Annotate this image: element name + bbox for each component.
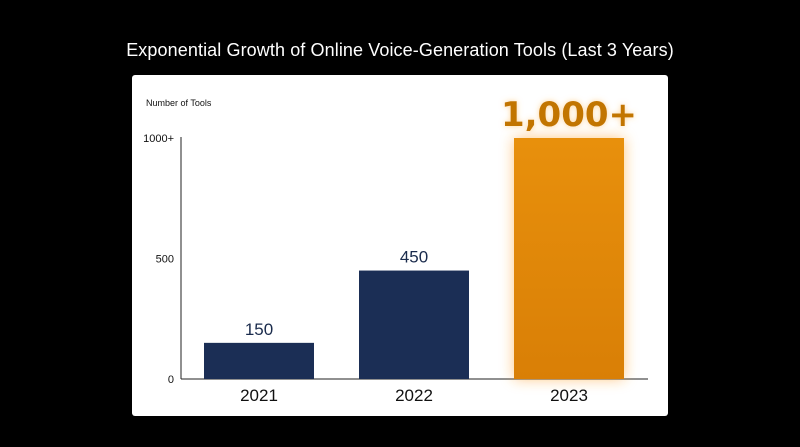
x-tick-labels: 2021 2022 2023 [240,386,588,405]
y-axis-label: Number of Tools [146,98,212,108]
y-tick-label: 1000+ [143,133,174,145]
x-tick-label: 2021 [240,386,278,405]
y-ticks: 0 500 1000+ [143,133,174,386]
bar-2022 [359,270,469,379]
data-labels: 150 450 1,000+ [245,95,637,339]
x-tick-label: 2022 [395,386,433,405]
data-label: 450 [400,248,428,267]
data-label: 150 [245,320,273,339]
chart-title: Exponential Growth of Online Voice-Gener… [126,40,674,60]
bar-2021 [204,342,314,379]
x-tick-label: 2023 [550,386,588,405]
bar-2023 [514,138,624,379]
data-label: 1,000+ [501,95,637,135]
bars [204,138,624,379]
y-tick-label: 0 [168,374,174,386]
y-tick-label: 500 [156,254,174,266]
chart-card: Number of Tools 0 500 1000+ 150 450 1,000+ 2… [132,75,668,416]
bar-chart: Number of Tools 0 500 1000+ 150 450 1,000+ 2… [143,95,648,405]
